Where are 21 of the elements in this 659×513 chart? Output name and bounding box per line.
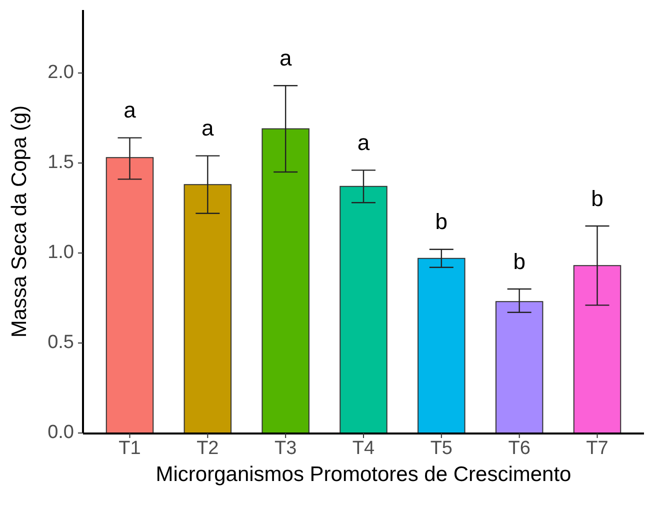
- annotation: a: [357, 130, 370, 156]
- annotation: a: [124, 98, 137, 123]
- x-axis-title: Microrganismos Promotores de Crescimento: [156, 463, 572, 486]
- x-tick-label: T5: [430, 438, 453, 459]
- y-tick-label: 2.0: [48, 62, 74, 84]
- x-tick-label: T3: [274, 438, 297, 459]
- x-tick-label: T7: [586, 438, 608, 459]
- y-axis-title: Massa Seca da Copa (g): [8, 105, 31, 338]
- y-tick-label: 1.0: [48, 242, 74, 264]
- x-tick-label: T2: [196, 438, 219, 459]
- y-tick-label: 0.5: [48, 332, 74, 354]
- annotation: b: [591, 186, 604, 211]
- annotation: b: [435, 209, 448, 234]
- annotation: a: [279, 45, 292, 70]
- annotation: a: [202, 116, 215, 141]
- x-tick-label: T1: [118, 438, 141, 459]
- annotation: b: [513, 248, 526, 274]
- x-tick-label: T4: [352, 438, 376, 459]
- y-tick-label: 0.0: [48, 422, 74, 444]
- x-tick-label: T6: [508, 438, 530, 459]
- y-tick-label: 1.5: [48, 152, 74, 174]
